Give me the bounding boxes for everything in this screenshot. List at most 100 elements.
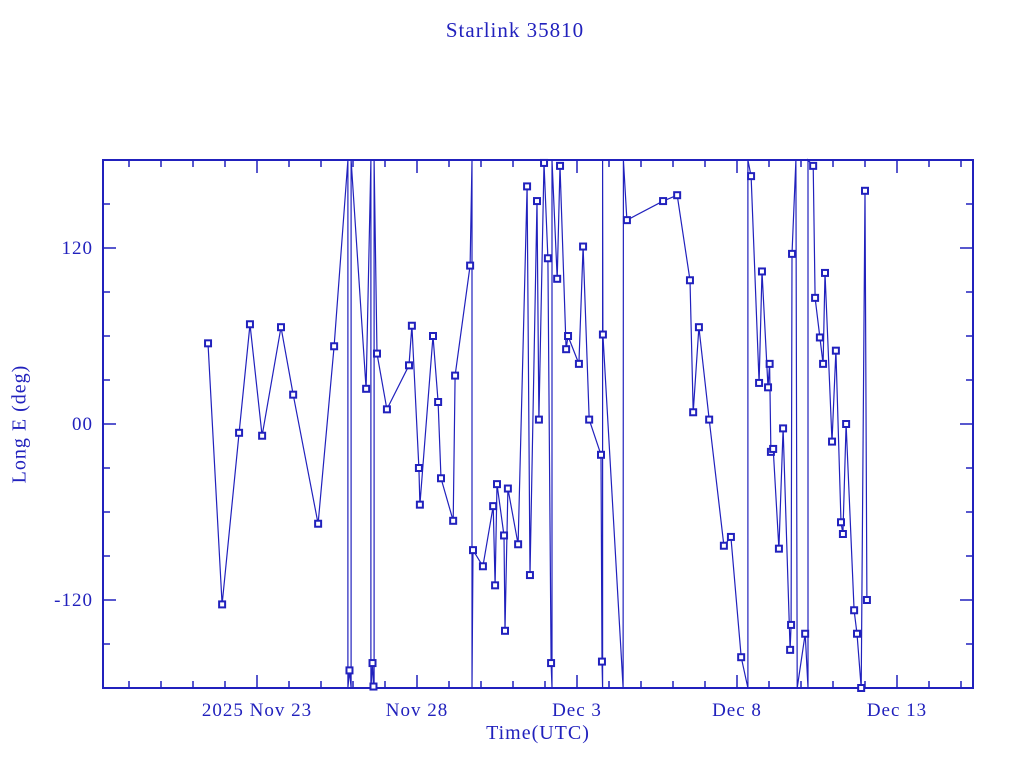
- x-axis-label: Time(UTC): [486, 722, 590, 744]
- data-marker: [819, 359, 828, 368]
- data-marker: [747, 172, 756, 181]
- data-marker: [314, 519, 323, 528]
- data-marker: [838, 530, 847, 538]
- data-marker: [525, 571, 534, 580]
- chart-title: Starlink 35810: [445, 18, 585, 42]
- data-marker: [837, 518, 845, 527]
- data-marker: [466, 261, 475, 270]
- data-marker: [737, 653, 746, 662]
- data-marker: [689, 408, 698, 417]
- data-marker: [500, 531, 509, 540]
- data-marker: [861, 186, 869, 195]
- data-marker: [277, 323, 285, 332]
- data-marker: [857, 684, 866, 692]
- data-marker: [774, 544, 783, 553]
- x-tick-label: Nov 28: [386, 700, 448, 721]
- y-tick-label: 120: [62, 238, 94, 259]
- x-tick-label: Dec 13: [867, 700, 927, 721]
- data-marker: [451, 371, 460, 380]
- data-marker: [556, 161, 565, 170]
- data-marker: [437, 474, 445, 483]
- data-marker: [694, 323, 703, 332]
- data-marker: [533, 197, 541, 206]
- data-marker: [719, 541, 728, 550]
- data-marker: [821, 268, 829, 277]
- data-marker: [597, 450, 605, 459]
- data-marker: [235, 428, 244, 437]
- y-tick-label: -120: [54, 590, 93, 611]
- data-marker: [862, 596, 871, 604]
- data-marker: [218, 600, 227, 609]
- data-marker: [564, 332, 573, 340]
- data-marker: [330, 342, 339, 351]
- data-marker: [764, 383, 773, 392]
- data-marker: [414, 464, 423, 472]
- data-marker: [659, 197, 668, 206]
- data-marker: [842, 420, 851, 428]
- data-marker: [289, 390, 298, 399]
- data-marker: [543, 254, 552, 263]
- data-marker: [204, 339, 213, 348]
- data-marker: [726, 532, 735, 541]
- data-marker: [850, 606, 859, 615]
- data-marker: [491, 581, 500, 590]
- data-marker: [769, 444, 778, 453]
- data-marker: [815, 333, 824, 342]
- data-marker: [523, 182, 532, 191]
- data-marker: [831, 346, 840, 355]
- y-axis-label: Long E (deg): [8, 364, 31, 484]
- data-marker: [369, 682, 378, 691]
- x-tick-label: Dec 8: [712, 700, 762, 721]
- data-marker: [449, 516, 458, 525]
- data-marker: [429, 332, 437, 340]
- data-marker: [405, 361, 413, 370]
- data-marker: [547, 659, 556, 668]
- data-marker: [258, 431, 267, 440]
- data-marker: [705, 415, 714, 424]
- data-marker: [501, 626, 509, 635]
- data-marker: [574, 359, 583, 368]
- data-marker: [407, 321, 416, 330]
- data-marker: [382, 405, 391, 414]
- data-marker: [415, 500, 424, 509]
- data-marker: [562, 345, 571, 354]
- data-marker: [579, 242, 588, 251]
- data-marker: [469, 546, 477, 555]
- data-marker: [673, 191, 682, 200]
- data-marker: [345, 666, 354, 675]
- data-marker: [478, 562, 487, 571]
- data-marker: [489, 502, 498, 511]
- data-marker: [779, 424, 788, 433]
- data-marker: [373, 349, 381, 358]
- data-marker: [534, 415, 543, 424]
- data-marker: [585, 415, 594, 424]
- data-marker: [368, 659, 377, 668]
- data-marker: [786, 645, 795, 654]
- data-marker: [788, 249, 797, 258]
- data-marker: [787, 620, 796, 629]
- data-marker: [828, 437, 837, 446]
- data-marker: [245, 320, 254, 329]
- data-marker: [765, 359, 774, 368]
- y-tick-label: 00: [72, 414, 93, 435]
- x-tick-label: Dec 3: [552, 700, 602, 721]
- data-marker: [757, 267, 766, 276]
- x-tick-label: 2025 Nov 23: [202, 700, 312, 721]
- data-marker: [809, 161, 818, 170]
- data-marker: [853, 629, 861, 638]
- data-marker: [514, 540, 523, 549]
- data-marker: [597, 657, 606, 666]
- data-marker: [598, 330, 607, 339]
- data-marker: [685, 276, 694, 285]
- data-marker: [540, 158, 549, 167]
- data-marker: [622, 216, 631, 225]
- data-marker: [811, 293, 820, 302]
- data-marker: [755, 378, 764, 387]
- data-marker: [493, 480, 501, 489]
- data-marker: [434, 398, 443, 406]
- data-line: [207, 158, 868, 689]
- data-marker: [553, 274, 562, 283]
- data-marker: [362, 384, 371, 393]
